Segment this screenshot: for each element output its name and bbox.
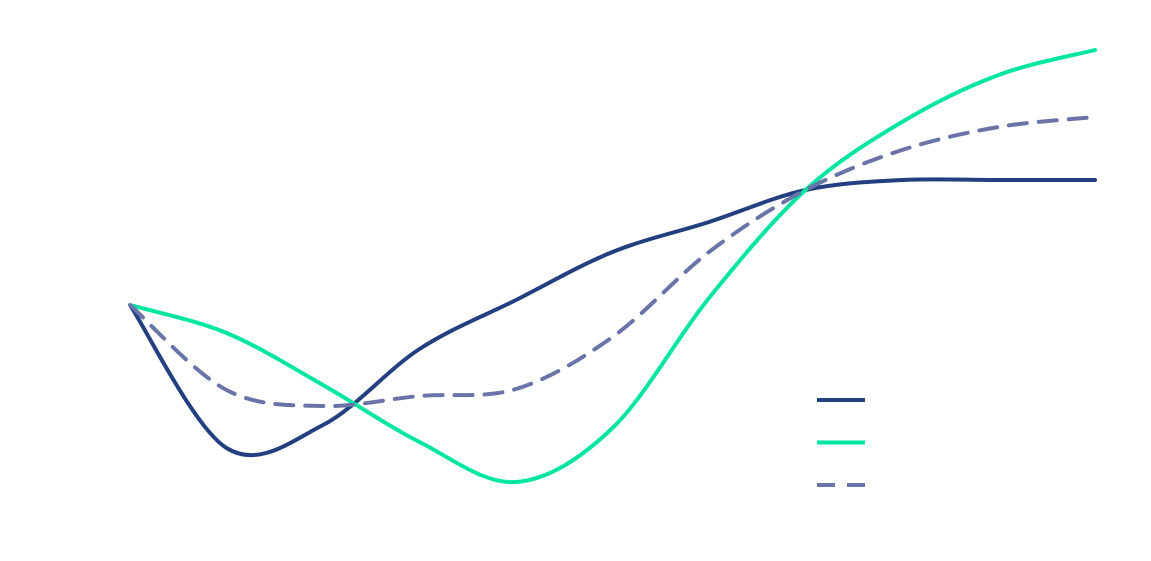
- line-series: [128, 177, 1097, 458]
- line-series: [128, 48, 1097, 485]
- line-series: [128, 115, 1097, 409]
